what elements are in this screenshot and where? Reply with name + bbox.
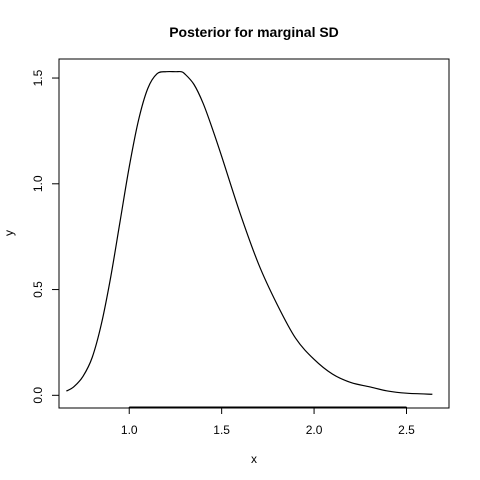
x-tick-label: 1.0 bbox=[121, 423, 138, 437]
y-tick-label: 1.0 bbox=[31, 175, 45, 192]
x-axis: 1.0 1.5 2.0 2.5 bbox=[121, 406, 415, 437]
x-tick-label: 2.0 bbox=[306, 423, 323, 437]
chart-title: Posterior for marginal SD bbox=[169, 24, 339, 40]
x-tick-label: 1.5 bbox=[213, 423, 230, 437]
y-axis: 0.0 0.5 1.0 1.5 bbox=[31, 69, 60, 404]
y-tick-label: 0.5 bbox=[31, 281, 45, 298]
density-curve bbox=[66, 70, 433, 395]
x-tick-label: 2.5 bbox=[398, 423, 415, 437]
x-axis-label: x bbox=[251, 452, 257, 466]
y-axis-label: y bbox=[2, 230, 16, 236]
y-tick-label: 0.0 bbox=[31, 387, 45, 404]
y-tick-label: 1.5 bbox=[31, 69, 45, 86]
